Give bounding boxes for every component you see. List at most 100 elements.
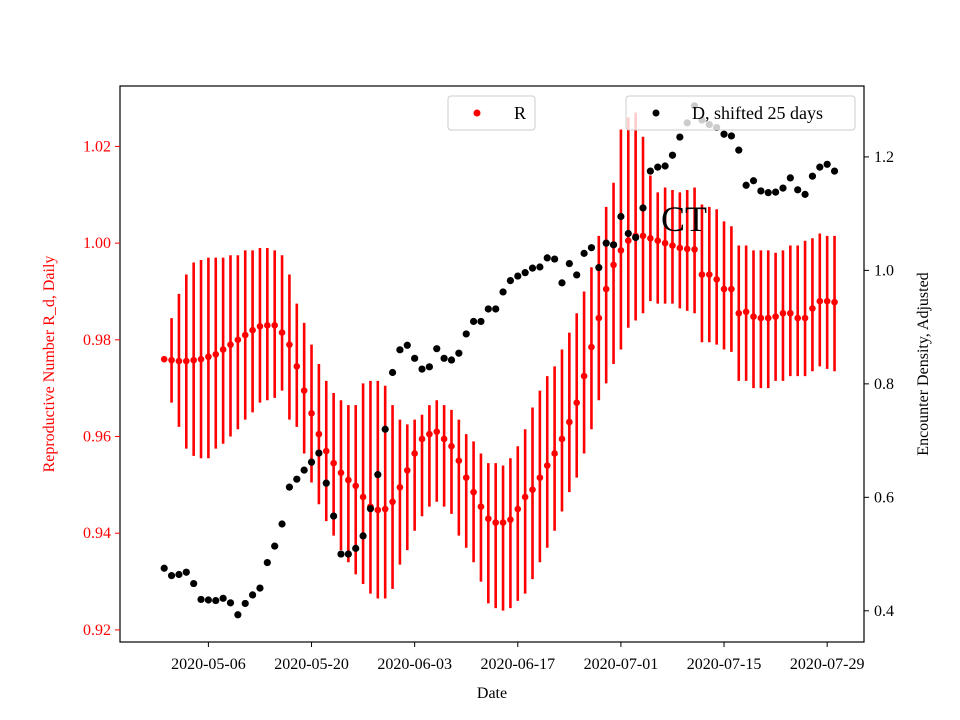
r-point	[396, 483, 404, 491]
r-point	[728, 285, 735, 293]
y-left-tick-label: 0.94	[83, 525, 111, 542]
r-point	[352, 482, 360, 490]
d-point	[727, 132, 736, 140]
d-point	[226, 599, 235, 607]
r-point	[322, 447, 330, 455]
d-point	[661, 162, 669, 170]
d-point	[772, 188, 780, 196]
r-point	[249, 326, 256, 334]
d-point	[757, 187, 765, 195]
r-point	[573, 399, 581, 406]
r-point	[256, 322, 264, 330]
r-point	[521, 493, 529, 501]
d-point	[160, 564, 168, 572]
plot-frame	[119, 85, 865, 643]
r-point	[345, 476, 352, 484]
legend-r: R	[447, 95, 536, 131]
d-point	[418, 365, 426, 373]
d-point	[388, 368, 397, 377]
x-tick-label: 2020-07-01	[584, 656, 659, 673]
r-series	[160, 112, 838, 611]
r-point	[654, 237, 662, 245]
r-point	[411, 450, 418, 457]
d-point	[506, 277, 515, 285]
r-point	[234, 336, 242, 344]
d-point	[609, 241, 618, 249]
r-point	[691, 246, 698, 253]
y-right-tick-label: 1.0	[874, 262, 894, 279]
legend-r-label: R	[514, 103, 526, 123]
d-point	[425, 363, 433, 371]
r-point	[227, 341, 234, 348]
d-point	[617, 212, 625, 221]
r-point	[816, 297, 824, 305]
d-point	[514, 272, 522, 280]
r-point	[205, 353, 212, 361]
d-point	[396, 346, 404, 354]
d-point	[551, 255, 559, 263]
d-point	[322, 479, 330, 487]
d-point	[455, 349, 463, 357]
d-point	[359, 532, 367, 540]
d-point	[190, 579, 198, 588]
r-point	[389, 498, 396, 506]
d-point	[492, 305, 500, 313]
r-point	[617, 247, 625, 254]
r-point	[448, 442, 455, 450]
r-point	[683, 245, 691, 253]
d-point	[462, 330, 470, 338]
d-point	[587, 244, 596, 252]
r-point	[374, 506, 382, 514]
d-point	[573, 271, 581, 279]
r-point	[779, 309, 787, 317]
d-point	[742, 181, 750, 189]
r-point	[757, 314, 765, 322]
d-point	[447, 356, 456, 364]
d-point	[315, 449, 323, 457]
r-point	[772, 313, 779, 320]
d-point	[197, 595, 205, 604]
legend-d: D, shifted 25 days	[625, 95, 856, 131]
r-point	[175, 357, 183, 365]
d-point	[374, 471, 382, 479]
d-point	[433, 345, 441, 353]
d-point	[381, 425, 389, 433]
d-point	[639, 204, 647, 212]
d-point	[241, 599, 249, 608]
d-point	[735, 146, 743, 154]
r-point	[831, 298, 838, 306]
d-point	[337, 550, 345, 558]
y-right-tick-label: 1.2	[874, 149, 894, 166]
r-point	[801, 314, 809, 322]
r-point	[742, 308, 750, 316]
d-point	[521, 269, 529, 277]
r-point	[713, 276, 720, 283]
r-point	[551, 450, 558, 457]
d-point	[248, 591, 257, 599]
y-left-tick-label: 1.02	[83, 138, 111, 155]
x-axis-label: Date	[477, 685, 507, 702]
d-point	[668, 151, 677, 159]
d-point	[823, 160, 831, 168]
r-point	[698, 271, 706, 278]
r-point	[720, 285, 728, 293]
r-point	[514, 505, 522, 513]
r-point	[418, 435, 426, 443]
d-point	[219, 594, 227, 602]
legend-d-frame	[625, 95, 856, 131]
y-left-tick-label: 1.00	[83, 235, 111, 252]
r-point	[485, 515, 492, 523]
d-point	[307, 458, 316, 466]
r-point	[823, 297, 831, 305]
r-point	[455, 457, 463, 464]
r-point	[426, 430, 433, 438]
r-point	[381, 505, 389, 513]
r-point	[588, 343, 595, 351]
d-point	[536, 263, 544, 271]
r-point	[624, 237, 632, 245]
r-point	[764, 314, 772, 322]
y-left-tick-label: 0.92	[83, 622, 111, 639]
d-point	[484, 305, 492, 313]
d-point	[175, 570, 183, 579]
r-point	[647, 234, 654, 242]
